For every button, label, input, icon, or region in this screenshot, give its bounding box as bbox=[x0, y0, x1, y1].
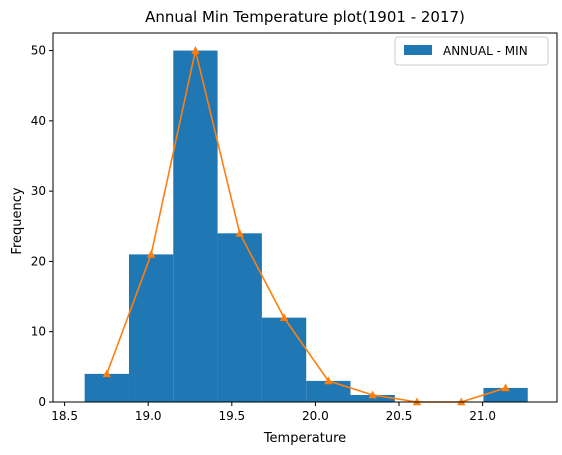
plot-area: 18.5 19.0 19.5 20.0 20.5 21.0 0 10 20 30 40 50 bbox=[31, 32, 558, 423]
x-tick-label: 19.0 bbox=[135, 409, 162, 423]
legend-swatch bbox=[404, 45, 432, 55]
chart-title: Annual Min Temperature plot(1901 - 2017) bbox=[145, 8, 465, 26]
x-tick-label: 20.0 bbox=[302, 409, 329, 423]
legend-frame bbox=[394, 36, 549, 66]
x-tick-label: 20.5 bbox=[386, 409, 413, 423]
histogram-bar bbox=[350, 394, 395, 402]
line-marker bbox=[191, 46, 200, 54]
histogram-bar bbox=[84, 373, 129, 402]
legend: ANNUAL - MIN bbox=[394, 36, 549, 66]
y-tick-label: 40 bbox=[31, 114, 46, 128]
x-tick-label: 21.0 bbox=[469, 409, 496, 423]
line-marker bbox=[457, 397, 466, 406]
line-marker bbox=[102, 369, 112, 378]
x-axis-label: Temperature bbox=[263, 431, 346, 446]
histogram-bar bbox=[306, 380, 351, 402]
y-tick-label: 10 bbox=[31, 325, 46, 339]
histogram-bar bbox=[217, 233, 262, 402]
y-tick-label: 50 bbox=[31, 44, 46, 58]
y-tick-label: 30 bbox=[31, 184, 46, 198]
line-marker bbox=[412, 397, 422, 406]
legend-label: ANNUAL - MIN bbox=[443, 44, 528, 58]
line-marker bbox=[146, 249, 156, 258]
histogram-bar bbox=[173, 50, 218, 402]
axes-frame bbox=[52, 32, 558, 403]
y-axis-label: Frequency bbox=[10, 187, 25, 254]
line-marker bbox=[235, 228, 244, 237]
y-tick-label: 20 bbox=[31, 254, 46, 268]
line-marker bbox=[501, 383, 510, 392]
line-marker bbox=[324, 376, 333, 385]
histogram-bar bbox=[261, 317, 307, 402]
line-marker bbox=[279, 313, 289, 321]
line-marker bbox=[368, 390, 377, 399]
x-tick-label: 19.5 bbox=[218, 409, 245, 423]
y-tick-label: 0 bbox=[38, 395, 46, 409]
x-tick-label: 18.5 bbox=[51, 409, 78, 423]
histogram-bar bbox=[128, 254, 174, 402]
